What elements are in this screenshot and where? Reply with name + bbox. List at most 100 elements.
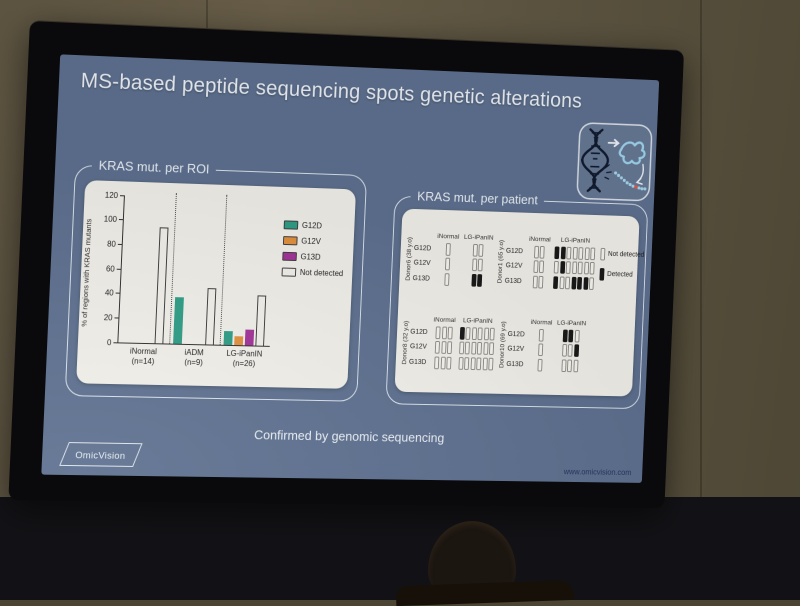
y-tick-mark — [115, 317, 120, 318]
detected-cell — [583, 277, 588, 290]
roi-cell-strip — [538, 344, 543, 357]
x-category-label: LG-iPanIN(n=26) — [219, 349, 270, 369]
roi-cell-strip — [554, 246, 595, 260]
not-detected-cell — [490, 328, 495, 341]
panel-kras-per-roi-title: KRAS mut. per ROI — [92, 157, 217, 176]
group-separator-line — [220, 195, 228, 345]
y-tick-label: 0 — [86, 337, 112, 347]
mutation-row-label: G12V — [506, 263, 524, 270]
not-detected-cell — [584, 262, 589, 275]
y-tick-label: 60 — [89, 263, 115, 273]
roi-cell-strip — [435, 326, 452, 339]
roi-cell-strip — [534, 246, 545, 259]
not-detected-cell — [446, 357, 451, 370]
detected-cell — [574, 345, 579, 358]
slide: MS-based peptide sequencing spots geneti… — [41, 54, 659, 483]
detected-cell — [568, 329, 573, 342]
panel-kras-per-patient: KRAS mut. per patient Donor6 (38 y.o)iNo… — [385, 196, 648, 409]
detected-cell — [560, 261, 565, 274]
not-detected-cell — [572, 262, 577, 275]
not-detected-cell — [444, 258, 449, 271]
detected-cell — [471, 274, 476, 287]
mutation-row-label: G12D — [508, 331, 526, 338]
mutation-row-label: G13D — [409, 359, 427, 366]
not-detected-cell — [562, 344, 567, 357]
bar-g12d-iadm — [173, 297, 184, 344]
not-detected-cell — [459, 342, 464, 355]
roi-cell-strip — [459, 342, 495, 355]
bar-not-detected-inormal — [155, 227, 169, 343]
legend-item-g12d: G12D — [284, 220, 346, 231]
y-tick-label: 100 — [91, 214, 117, 224]
not-detected-cell — [489, 343, 494, 356]
legend-swatch — [283, 236, 298, 245]
panel-kras-per-roi: KRAS mut. per ROI % of regions with KRAS… — [65, 165, 367, 402]
detected-cell — [477, 274, 482, 287]
roi-cell-strip — [532, 275, 543, 288]
roi-cell-strip — [553, 276, 594, 290]
not-detected-cell — [566, 261, 571, 274]
y-tick-mark — [113, 342, 118, 343]
detected-cell — [577, 277, 582, 290]
roi-cell-strip — [538, 329, 543, 342]
column-header: LG-iPanIN — [464, 234, 494, 242]
not-detected-cell — [471, 342, 476, 355]
roi-cell-strip — [434, 356, 451, 369]
not-detected-cell — [472, 327, 477, 340]
column-header: iNormal — [531, 319, 553, 326]
y-tick-mark — [116, 293, 121, 294]
legend-swatch — [284, 220, 299, 229]
not-detected-cell — [484, 327, 489, 340]
not-detected-cell — [574, 330, 579, 343]
detected-cell — [554, 246, 559, 259]
roi-cell-strip — [458, 357, 494, 370]
y-tick-label: 20 — [87, 313, 113, 323]
not-detected-cell — [566, 247, 571, 260]
not-detected-cell — [479, 244, 484, 257]
column-header: iNormal — [529, 236, 551, 243]
roi-cell-strip — [471, 274, 482, 287]
not-detected-cell — [573, 359, 578, 372]
mutation-row-label: G13D — [506, 361, 524, 368]
not-detected-cell — [590, 262, 595, 275]
not-detected-cell — [538, 329, 543, 342]
roi-cell-strip — [563, 329, 580, 342]
slide-title: MS-based peptide sequencing spots geneti… — [80, 69, 582, 113]
not-detected-cell — [540, 246, 545, 259]
detected-cell — [563, 329, 568, 342]
not-detected-cell — [464, 357, 469, 370]
not-detected-cell — [534, 246, 539, 259]
roi-cell-strip — [444, 273, 449, 286]
not-detected-cell — [458, 357, 463, 370]
not-detected-cell — [572, 247, 577, 260]
roi-cell-strip — [562, 344, 579, 357]
wall-panel-seam — [700, 0, 702, 510]
mutation-row-label: G12D — [410, 328, 428, 335]
not-detected-cell — [568, 344, 573, 357]
not-detected-cell — [482, 357, 487, 370]
mutation-row-label: G12V — [410, 344, 428, 351]
omicvision-logo-text: OmicVision — [75, 450, 126, 462]
y-tick-mark — [119, 219, 124, 220]
y-tick-mark — [118, 244, 123, 245]
bar-g13d-lg-ipanin — [245, 330, 254, 346]
bar-not-detected-iadm — [205, 288, 216, 344]
not-detected-cell — [483, 342, 488, 355]
roi-cell-strip — [533, 261, 544, 274]
not-detected-cell — [478, 259, 483, 272]
legend-item-not-detected: Not detected — [282, 268, 344, 279]
roi-cell-strip — [435, 341, 452, 354]
not-detected-cell — [538, 344, 543, 357]
roi-cell-strip — [561, 359, 578, 372]
mutation-row-label: G12V — [507, 346, 525, 353]
